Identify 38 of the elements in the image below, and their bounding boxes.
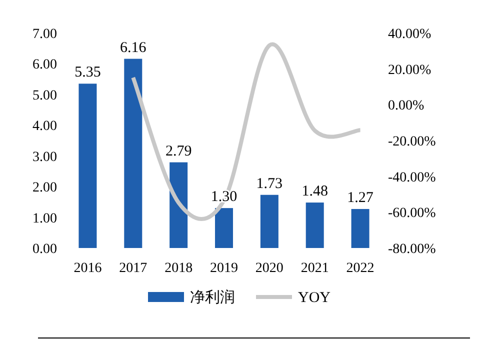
x-tick-label: 2017: [119, 261, 148, 276]
data-label: 2.79: [165, 143, 192, 160]
y-tick-label: 7.00: [32, 27, 57, 42]
data-label: 1.73: [256, 176, 283, 192]
y2-tick-label: -80.00%: [388, 242, 436, 257]
x-tick-label: 2018: [164, 261, 193, 276]
data-label: 1.48: [302, 184, 328, 200]
y2-tick-label: -60.00%: [388, 206, 436, 222]
data-label: 1.30: [210, 189, 238, 206]
x-tick-label: 2022: [346, 261, 374, 276]
y2-tick-label: 40.00%: [388, 27, 432, 42]
x-tick-label: 2021: [300, 261, 329, 276]
data-label: 5.35: [74, 64, 101, 81]
y-tick-label: 3.00: [32, 150, 57, 165]
y2-tick-label: 0.00%: [388, 98, 424, 114]
legend-label: YOY: [298, 290, 331, 306]
y-tick-label: 6.00: [32, 58, 57, 73]
legend-label: 净利润: [190, 289, 235, 306]
y-tick-label: 4.00: [32, 119, 57, 134]
bar: [78, 84, 97, 248]
data-label: 1.27: [347, 190, 374, 206]
x-tick-label: 2019: [210, 261, 238, 276]
bar: [306, 202, 324, 248]
bar: [351, 208, 370, 248]
bar: [170, 162, 188, 248]
bar: [215, 208, 233, 248]
x-tick-label: 2020: [255, 261, 284, 276]
y2-tick-label: -40.00%: [388, 170, 436, 186]
y2-tick-label: -20.00%: [388, 134, 436, 150]
x-tick-label: 2016: [74, 261, 102, 276]
y-tick-label: 0.00: [32, 242, 57, 257]
y-tick-label: 2.00: [32, 180, 57, 196]
y-tick-label: 5.00: [32, 88, 57, 104]
y2-tick-label: 20.00%: [388, 62, 432, 78]
y-tick-label: 1.00: [32, 211, 57, 226]
data-label: 6.16: [120, 40, 147, 56]
bar: [124, 58, 142, 248]
bar: [260, 194, 278, 248]
